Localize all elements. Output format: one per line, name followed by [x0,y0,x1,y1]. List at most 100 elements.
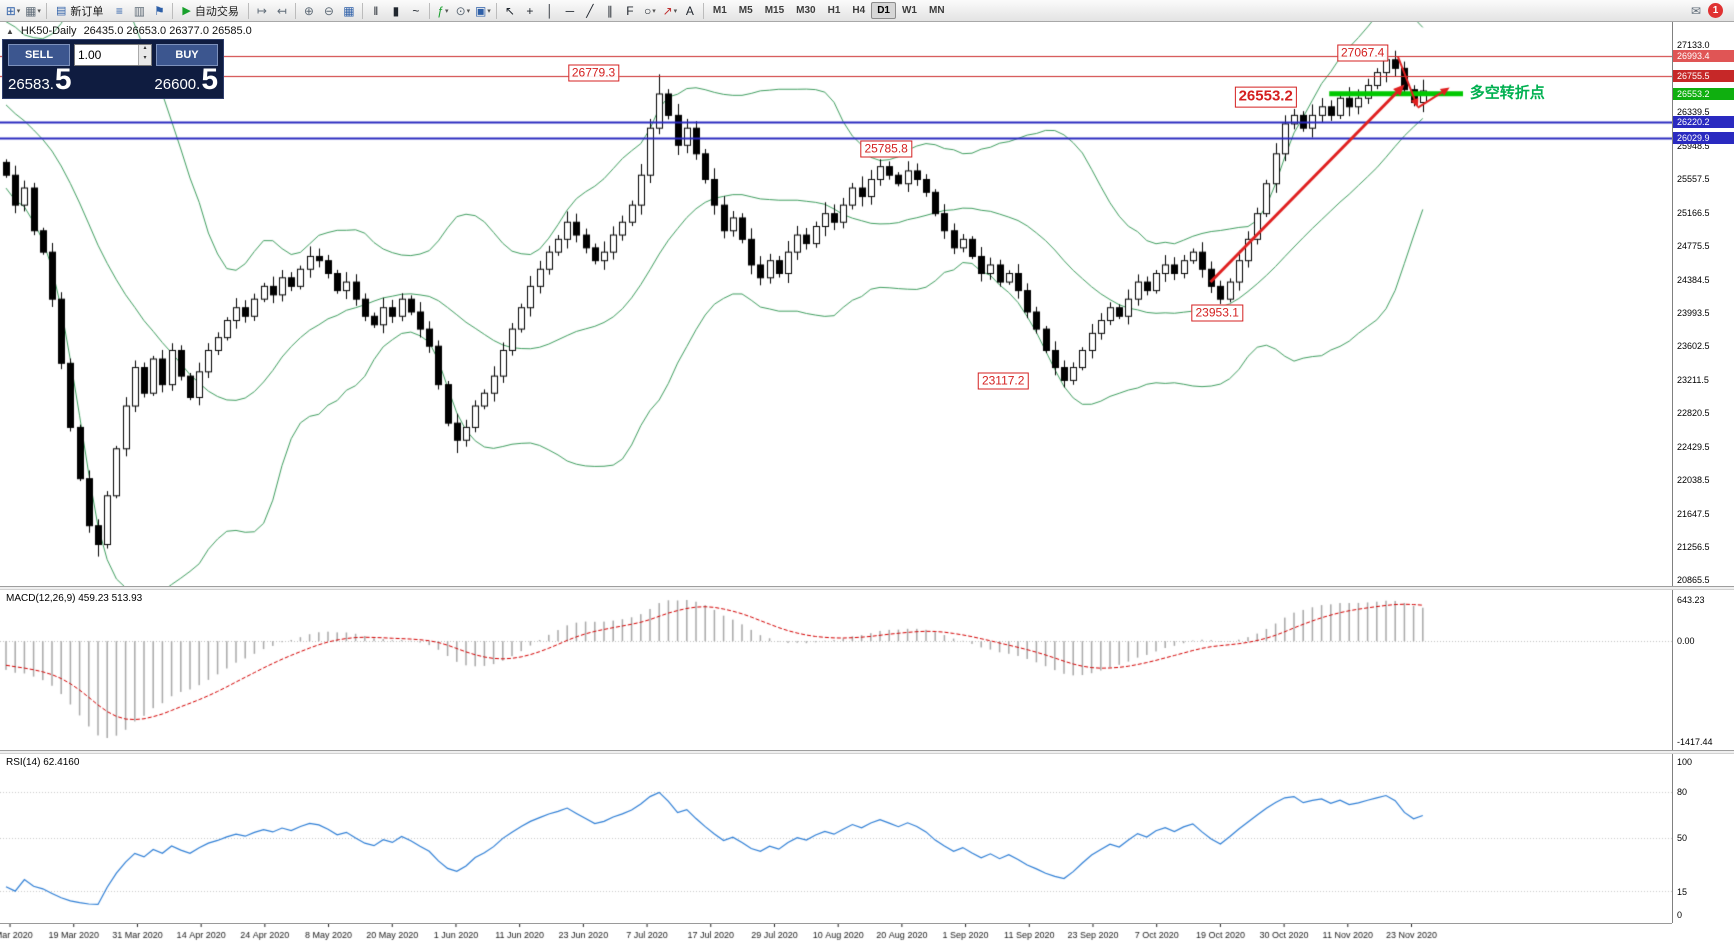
price-line-tag: 26755.5 [1673,70,1734,83]
horizontal-line-icon[interactable]: ─ [565,3,575,18]
timeframe-M15[interactable]: M15 [764,5,785,16]
price-line-tag: 26029.9 [1673,132,1734,145]
toolbar-separator [46,2,47,19]
macd-indicator-label: MACD(12,26,9) 459.23 513.93 [6,593,143,604]
toolbar-separator [428,2,430,19]
price-chart-canvas[interactable] [0,22,1672,586]
price-axis[interactable]: 27133.0 26339.5 25948.5 25557.5 25166.5 24775… [1672,22,1734,586]
rsi-panel-canvas[interactable] [0,754,1672,923]
arrows-icon[interactable]: ↗ ▾ [662,3,678,18]
new-order-button[interactable]: ▤ 新订单 [50,1,109,20]
axis-tick-label: 22038.5 [1677,475,1710,486]
toolbar-separator [495,2,497,19]
chart-objects-overlay: 27067.4 26779.3 26553.2 25785.8 23953.1 23117… [0,22,1672,586]
volume-input[interactable] [75,45,138,65]
sell-button[interactable]: SELL [8,44,70,66]
axis-tick-label: 23993.5 [1677,308,1710,319]
price-annotation[interactable]: 26779.3 [567,64,620,82]
market-watch-icon[interactable]: ≡ [115,3,123,18]
zoom-in-icon[interactable]: ⊕ [303,3,314,18]
fibonacci-icon[interactable]: F [626,3,634,18]
timeframe-W1[interactable]: W1 [901,5,917,16]
dropdown-caret-icon: ▾ [652,7,656,15]
axis-tick-label: 20865.5 [1677,575,1710,586]
price-annotation[interactable]: 27067.4 [1336,44,1389,62]
panel-splitter[interactable] [0,586,1734,590]
timeframe-M30[interactable]: M30 [796,5,816,16]
shapes-icon[interactable]: ○ ▾ [643,3,656,18]
text-label-icon[interactable]: A [685,3,694,18]
sell-price: 26583. 5 [8,63,72,96]
price-annotation[interactable]: 23117.2 [977,372,1029,390]
navigator-icon[interactable]: ⚑ [154,3,165,18]
axis-tick-label: 25948.5 [1677,140,1710,151]
rsi-indicator-label: RSI(14) 62.4160 [6,757,80,768]
mail-icon[interactable]: ✉ [1690,3,1702,18]
axis-tick-label: 21647.5 [1677,508,1710,519]
volume-stepper[interactable]: ▴ ▾ [138,45,151,65]
new-order-icon: ▤ [56,5,67,17]
axis-tick-label: 23211.5 [1677,374,1709,385]
axis-tick-label: 100 [1677,756,1693,767]
chart-ohlc-values: 26435.0 26653.0 26377.0 26585.0 [83,25,252,37]
axis-tick-label: 25557.5 [1677,174,1710,185]
timeframe-MN[interactable]: MN [928,5,945,16]
dropdown-caret-icon: ▾ [487,7,491,15]
tile-windows-icon[interactable]: ▦ [343,3,355,18]
price-line-tag: 26220.2 [1673,116,1734,129]
price-annotation[interactable]: 23953.1 [1191,304,1243,322]
price-annotation[interactable]: 25785.8 [860,140,912,158]
macd-axis[interactable]: 643.23 0.00 -1417.44 [1672,590,1734,750]
toolbar: ⊞ ▾ ▦ ▾ ▤ 新订单 ≡ ▥ ⚑ ▶ 自动交易 ↦ ↤ ⊕ ⊖ ▦ ‖ ▮ ~ ƒ ▾ ⊙ ▾ ▣ ▾ ↖ + │ ─ ╱ ∥ F ○ ▾ ↗… [0,0,1734,22]
data-window-icon[interactable]: ▥ [133,3,146,18]
timeframe-M5[interactable]: M5 [738,5,753,16]
cursor-icon[interactable]: ↖ [504,3,515,18]
axis-tick-label: 24384.5 [1677,274,1710,285]
notifications-badge[interactable]: 1 [1708,3,1723,18]
trend-note-text[interactable]: 多空转折点 [1469,84,1545,102]
price-line-tag: 26553.2 [1673,87,1734,100]
buy-button[interactable]: BUY [156,44,218,66]
price-line-tag: 26993.4 [1673,50,1734,63]
price-annotation[interactable]: 26553.2 [1234,86,1297,108]
periods-icon[interactable]: ⊙ ▾ [455,3,471,18]
channel-icon[interactable]: ∥ [606,3,613,18]
timeframe-H1[interactable]: H1 [827,5,841,16]
time-axis-canvas[interactable] [0,923,1672,943]
axis-tick-label: 0 [1677,909,1683,920]
button-label: 新订单 [70,5,104,18]
chart-window: 27133.0 26339.5 25948.5 25557.5 25166.5 24775… [0,22,1734,943]
toolbar-separator [361,2,363,19]
rsi-axis[interactable]: 100 80 50 15 0 [1672,754,1734,923]
chart-profiles-icon[interactable]: ▦ ▾ [25,3,41,18]
axis-tick-label: 15 [1677,886,1688,897]
vertical-line-icon[interactable]: │ [546,3,554,18]
templates-icon[interactable]: ▣ ▾ [474,3,491,18]
timeframe-H4[interactable]: H4 [852,5,866,16]
crosshair-icon[interactable]: + [526,3,534,18]
axis-tick-label: 24775.5 [1677,241,1710,252]
chart-shift-icon[interactable]: ↦ [256,3,267,18]
panel-splitter[interactable] [0,750,1734,754]
dropdown-caret-icon: ▾ [37,7,41,15]
dropdown-caret-icon: ▾ [673,7,678,15]
macd-panel-canvas[interactable] [0,590,1672,750]
line-chart-icon[interactable]: ~ [412,3,420,18]
button-label: 自动交易 [194,5,239,18]
axis-tick-label: 22429.5 [1677,441,1710,452]
new-chart-icon[interactable]: ⊞ ▾ [5,3,21,18]
zoom-out-icon[interactable]: ⊖ [323,3,334,18]
autotrading-button[interactable]: ▶ 自动交易 [176,1,244,20]
volume-field: ▴▾ [74,44,152,66]
indicators-icon[interactable]: ƒ ▾ [437,3,449,18]
timeframe-M1[interactable]: M1 [712,5,727,16]
candlestick-icon[interactable]: ▮ [392,3,400,18]
volume-up-icon[interactable]: ▴ [139,45,151,55]
bar-chart-icon[interactable]: ‖ [373,3,379,18]
timeframe-D1[interactable]: D1 [871,2,896,19]
volume-down-icon[interactable]: ▾ [139,55,151,65]
trendline-icon[interactable]: ╱ [586,3,594,18]
chart-symbol: HK50-Daily [20,25,77,37]
auto-scroll-icon[interactable]: ↤ [276,3,287,18]
